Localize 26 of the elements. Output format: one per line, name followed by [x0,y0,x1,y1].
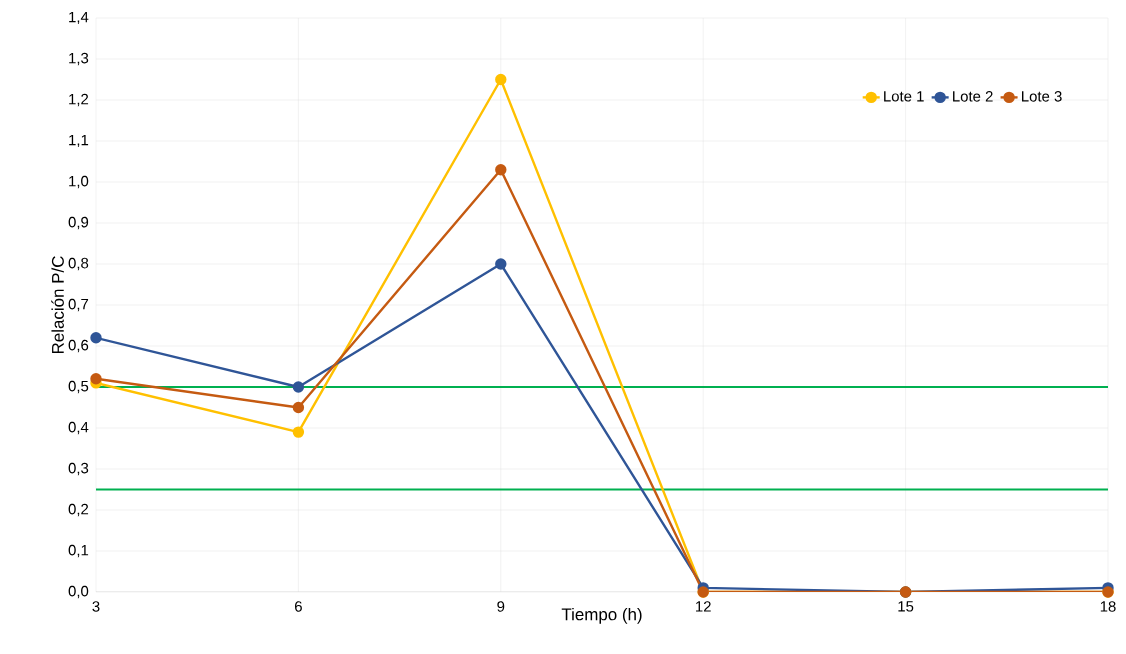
y-tick-label: 0,2 [68,503,89,517]
y-tick-label: 1,4 [69,11,89,25]
y-tick-label: 0,8 [68,257,89,271]
x-tick-label: 12 [696,601,711,612]
y-axis-title: Relación P/C [51,256,64,354]
y-tick-label: 1,3 [69,52,89,66]
y-tick-label: 1,2 [69,93,89,107]
legend-label: Lote 1 [884,91,924,102]
x-tick-label: 3 [92,601,100,612]
y-tick-label: 1,0 [69,175,89,189]
y-tick-label: 0,3 [68,462,89,476]
y-tick-label: 0,9 [68,216,89,230]
legend-label: Lote 2 [953,91,993,102]
y-tick-label: 0,4 [68,421,89,435]
y-tick-label: 0,1 [68,544,89,558]
x-axis-title: Tiempo (h) [561,607,642,624]
y-tick-label: 0,0 [68,585,89,599]
y-tick-label: 1,1 [69,134,89,148]
y-tick-label: 0,7 [68,298,89,312]
x-tick-label: 15 [898,601,914,612]
x-tick-label: 18 [1100,601,1116,612]
legend-label: Lote 3 [1022,91,1062,102]
y-tick-label: 0,5 [68,380,89,394]
y-tick-label: 0,6 [68,339,89,353]
x-tick-label: 9 [497,601,505,612]
x-tick-label: 6 [295,601,302,612]
